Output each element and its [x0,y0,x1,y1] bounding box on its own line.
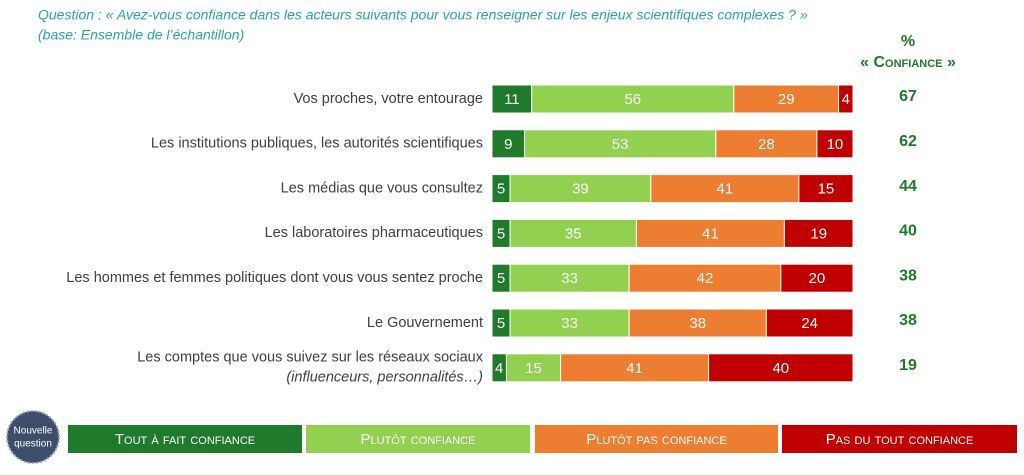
legend-swatch [782,425,1017,453]
category-label: Les médias que vous consultez [281,180,483,196]
bar-segment [715,129,818,159]
segment-label: 28 [758,136,775,153]
bar-segment [628,308,767,338]
segment-label: 15 [525,360,542,377]
bar-segment [523,129,717,159]
legend-label: Pas du tout confiance [826,431,974,448]
segment-label: 33 [561,270,578,287]
bar-segment [780,263,854,293]
segment-label: 35 [565,225,582,242]
bar-segment [560,353,710,383]
bar-segment [783,218,854,248]
segment-label: 41 [702,225,719,242]
bar-segment [531,84,735,114]
segment-label: 5 [497,315,505,332]
category-label: Le Gouvernement [367,315,483,331]
total-label: 44 [899,178,917,195]
bar-segment [650,174,800,204]
bar-segment [509,174,652,204]
bar-segment [491,129,525,159]
total-label: 38 [899,267,917,284]
bar-segment [816,129,854,159]
category-label: Vos proches, votre entourage [294,91,483,107]
bar-segment [628,263,782,293]
segment-label: 11 [504,91,520,108]
legend-label: Plutôt pas confiance [586,431,726,448]
segment-label: 5 [497,225,505,242]
legend-swatch [68,425,302,453]
bar-segment [798,174,854,204]
segment-label: 5 [497,181,505,198]
segment-label: 20 [809,270,826,287]
segment-label: 38 [689,315,706,332]
total-header: % [901,33,915,50]
segment-label: 4 [842,91,850,108]
segment-label: 39 [572,181,589,198]
segment-label: 56 [624,91,641,108]
bar-segment [505,353,562,383]
segment-label: 33 [561,315,578,332]
badge[interactable] [6,410,60,464]
segment-label: 19 [810,225,827,242]
bar-segment [509,263,630,293]
bar-segment [765,308,854,338]
legend-swatch [535,425,778,453]
question: Question : « Avez-vous confiance dans le… [38,7,808,23]
bar-segment [708,353,854,383]
segment-label: 29 [778,91,795,108]
segment-label: 5 [497,270,505,287]
total-label: 40 [899,223,917,240]
category-label: Les comptes que vous suivez sur les rése… [137,350,484,366]
segment-label: 15 [818,181,835,198]
segment-label: 53 [612,136,629,153]
category-note: (influenceurs, personnalités…) [286,370,483,386]
total-label: 38 [899,312,917,329]
total-label: 67 [899,88,917,105]
legend-label: Plutôt confiance [360,431,475,448]
bar-segment [491,84,533,114]
segment-label: 41 [626,360,643,377]
legend-swatch [306,425,530,453]
segment-label: 41 [717,181,734,198]
total-header: « Confiance » [860,54,956,71]
category-label: Les laboratoires pharmaceutiques [265,225,483,241]
segment-label: 24 [801,315,818,332]
bar-segment [733,84,840,114]
badge-text[interactable]: Nouvelle [14,426,53,437]
legend-label: Tout à fait confiance [115,431,255,448]
category-label: Les institutions publiques, les autorité… [151,136,483,152]
bar-segment [838,84,854,114]
bar-segment [509,218,637,248]
total-label: 62 [899,133,917,150]
total-label: 19 [899,357,917,374]
segment-label: 10 [827,136,844,153]
segment-label: 40 [772,360,789,377]
segment-label: 42 [697,270,714,287]
segment-label: 4 [495,360,503,377]
base: (base: Ensemble de l’échantillon) [38,27,244,43]
badge-text[interactable]: question [14,439,52,450]
segment-label: 9 [504,136,512,153]
bar-segment [509,308,630,338]
category-label: Les hommes et femmes politiques dont vou… [66,270,483,286]
